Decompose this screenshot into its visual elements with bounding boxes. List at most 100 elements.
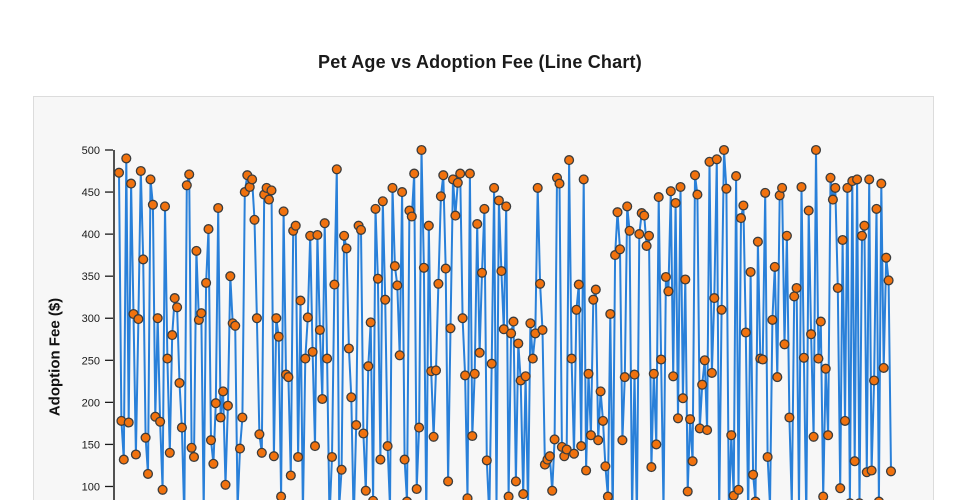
data-point-marker [370,203,381,214]
data-point-marker [167,330,178,341]
data-point-marker [266,185,277,196]
data-point-marker [597,415,609,426]
data-point-marker [663,286,674,297]
data-point-marker [363,361,374,372]
data-point-marker [871,203,882,214]
data-point-marker [268,451,279,462]
data-point-marker [687,456,698,467]
data-point-marker [735,213,747,224]
data-point-marker [629,369,640,380]
data-point-marker [859,220,870,231]
data-point-marker [469,368,480,379]
data-point-marker [445,323,456,334]
data-point-marker [839,415,851,426]
data-point-marker [237,412,248,423]
y-tick-label: 250 [82,355,100,367]
data-point-marker [718,144,730,156]
data-point-marker [721,183,732,194]
data-point-marker [135,165,146,177]
data-point-marker [435,191,446,202]
data-point-marker [176,422,187,433]
data-point-marker [614,244,626,255]
chart-canvas[interactable]: 100 150 200 250 300 350 400 450 500 [34,97,935,500]
data-point-marker [573,279,584,290]
data-point-marker [668,371,679,382]
data-point-marker [639,210,650,221]
data-point-marker [772,372,783,383]
data-point-marker [169,293,180,304]
data-point-marker [837,234,848,246]
data-point-marker [489,182,500,193]
data-point-marker [164,447,175,458]
data-point-marker [368,495,379,500]
data-point-marker [842,182,853,193]
data-point-marker [878,362,889,373]
data-point-marker [646,462,657,473]
y-tick-label: 400 [82,229,100,241]
data-point-marker [493,195,504,206]
data-point-marker [883,275,894,286]
data-point-marker [438,170,449,181]
data-point-marker [680,274,691,285]
data-point-marker [571,304,582,315]
data-point-marker [314,324,325,336]
data-point-marker [406,211,417,222]
data-point-marker [726,430,737,441]
data-point-marker [501,201,512,212]
data-point-marker [874,496,884,500]
data-point-marker [634,229,645,240]
data-point-marker [355,224,367,235]
data-point-marker [789,291,800,302]
data-point-marker [825,172,836,183]
data-point-marker [247,174,258,185]
data-point-marker [375,454,386,465]
data-point-marker [856,230,868,241]
data-point-marker [322,353,333,364]
data-point-marker [440,263,451,274]
data-point-marker [481,455,492,466]
data-point-marker [520,371,531,382]
data-point-marker [162,353,173,364]
data-point-marker [336,464,347,475]
data-point-marker [709,293,720,304]
data-point-marker [191,245,202,256]
data-point-marker [808,431,819,442]
data-point-marker [138,254,149,265]
y-tick-label: 150 [82,439,100,451]
data-point-marker [641,240,652,251]
data-point-marker [685,414,696,425]
data-point-marker [508,316,519,327]
data-point-marker [181,180,192,191]
data-point-marker [760,187,771,198]
data-point-marker [622,201,633,212]
data-point-marker [234,443,246,454]
data-point-marker [518,489,529,500]
data-point-marker [123,417,134,428]
data-point-marker [784,412,795,423]
data-point-marker [464,168,475,179]
data-point-marker [578,174,589,185]
data-point-marker [225,271,236,282]
data-point-marker [462,493,473,500]
data-point-marker [866,465,877,476]
data-point-marker [885,466,897,477]
data-point-marker [549,434,560,445]
data-point-marker [733,484,744,495]
data-point-marker [535,278,546,289]
data-point-marker [319,218,330,229]
data-point-marker [537,324,548,336]
data-point-marker [455,168,466,179]
data-point-marker [798,352,809,363]
data-point-marker [152,313,163,324]
y-tick-label: 450 [82,187,100,199]
data-point-marker [251,313,262,324]
data-point-marker [781,230,792,241]
data-point-marker [418,262,429,273]
data-point-marker [757,354,768,365]
data-point-marker [392,280,403,291]
data-point-marker [554,178,565,189]
data-point-marker [351,420,362,431]
data-point-marker [748,469,759,480]
data-point-marker [588,294,599,305]
data-point-marker [472,218,483,230]
